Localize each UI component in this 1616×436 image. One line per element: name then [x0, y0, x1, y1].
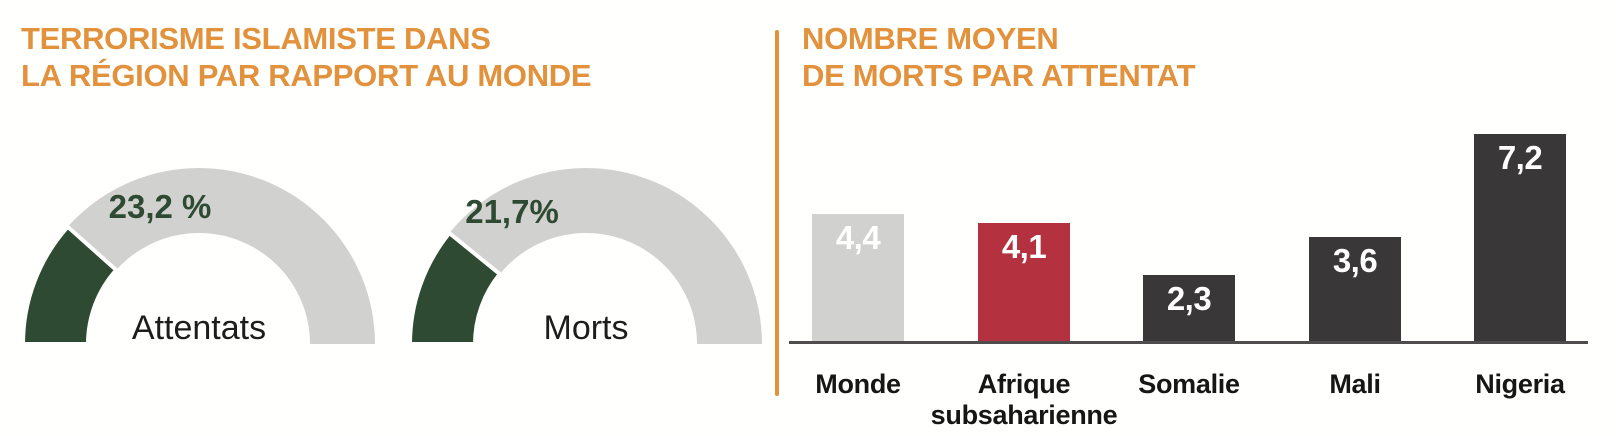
left-title-line1: TERRORISME ISLAMISTE DANS [21, 21, 491, 56]
category-label-mali: Mali [1329, 369, 1381, 399]
gauge-arc [21, 168, 375, 345]
panel-divider [775, 30, 779, 396]
bar-chart: 4,4 Monde 4,1 Afrique subsaharienne 2,3 Somal… [789, 120, 1599, 436]
category-label-nigeria: Nigeria [1475, 369, 1565, 399]
gauge-attentats-label: Attentats [131, 309, 267, 347]
left-panel-title: TERRORISME ISLAMISTE DANS LA RÉGION PAR … [21, 20, 592, 94]
category-label-monde: Monde [815, 369, 901, 399]
gauge-arc [408, 168, 762, 345]
right-title-line1: NOMBRE MOYEN [802, 21, 1059, 56]
gauge-remainder-segment [23, 168, 375, 344]
gauge-remainder-segment [410, 168, 762, 344]
bar-somalie: 2,3 [1143, 275, 1235, 341]
gauge-morts-value: 21,7% [465, 193, 559, 230]
bar-monde: 4,4 [812, 214, 904, 341]
x-axis-line [789, 341, 1588, 344]
bar-afrique-subsaharienne: 4,1 [978, 223, 1070, 341]
gauge-attentats-value: 23,2 % [108, 188, 212, 225]
gauge-filled-segment [408, 230, 503, 345]
right-title-line2: DE MORTS PAR ATTENTAT [802, 58, 1196, 93]
gauge-morts-label: Morts [543, 309, 629, 347]
bar-value-nigeria: 7,2 [1497, 139, 1543, 176]
bar-value-monde: 4,4 [835, 219, 881, 256]
category-label-afrique-subsaharienne: Afrique subsaharienne [930, 369, 1118, 430]
gauge-attentats: 23,2 % Attentats [21, 166, 377, 347]
gauge-filled-segment [21, 223, 120, 345]
right-panel-title: NOMBRE MOYEN DE MORTS PAR ATTENTAT [802, 20, 1196, 94]
bar-nigeria: 7,2 [1474, 134, 1566, 341]
bar-mali: 3,6 [1309, 237, 1401, 341]
gauge-morts: 21,7% Morts [408, 166, 764, 347]
category-label-somalie: Somalie [1138, 369, 1240, 399]
bar-value-mali: 3,6 [1332, 242, 1378, 279]
bar-value-afrique-subsaharienne: 4,1 [1001, 228, 1047, 265]
bar-value-somalie: 2,3 [1166, 280, 1212, 317]
left-title-line2: LA RÉGION PAR RAPPORT AU MONDE [21, 58, 592, 93]
